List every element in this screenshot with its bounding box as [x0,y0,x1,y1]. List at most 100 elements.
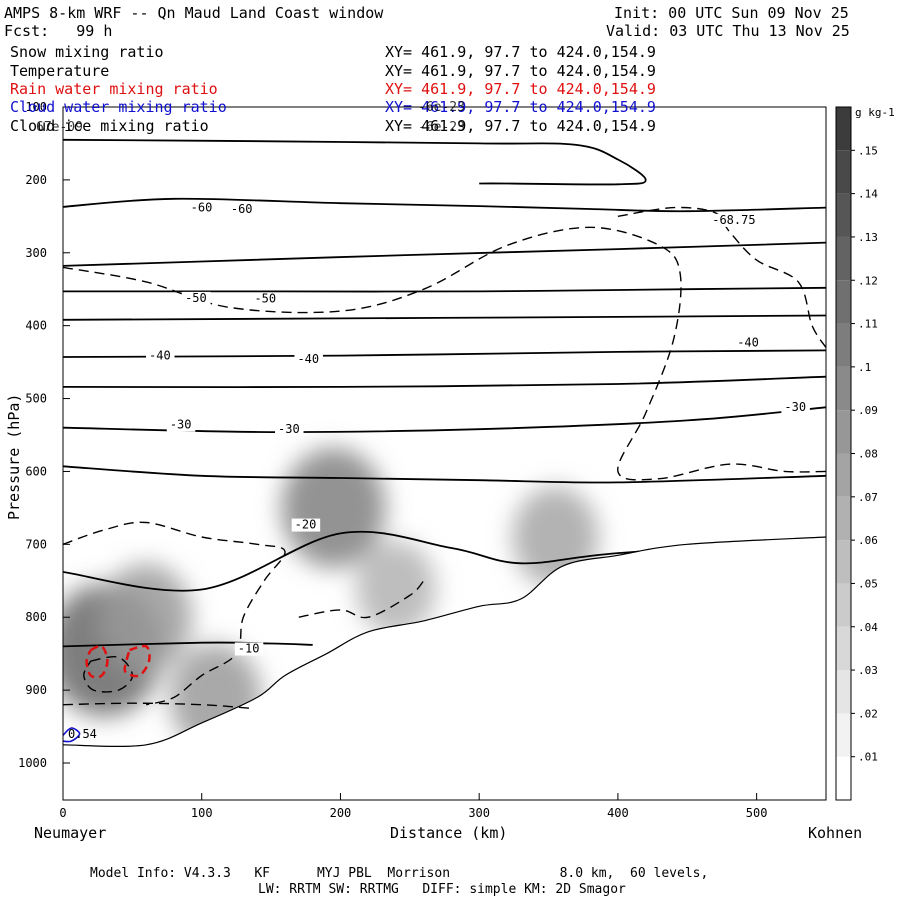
colorbar-level-6: .07 [858,491,878,504]
end-location-label: Kohnen [808,824,863,842]
temperature-label-bg-1 [227,202,257,216]
field-name-temperature: Temperature [10,62,110,80]
colorbar-swatch-2 [836,670,851,714]
colorbar-swatch-11 [836,280,851,324]
colorbar-swatch-15 [836,107,851,151]
valid-time: Valid: 03 UTC Thu 13 Nov 25 [606,22,850,40]
temperature-contours [63,138,826,648]
temperature-label-11: -20 [295,518,317,532]
colorbar-swatch-6 [836,496,851,541]
colorbar-level-3: .04 [858,621,878,634]
y-tick-label-200: 200 [25,173,47,187]
temperature-label-bg-11 [291,518,321,532]
model-info-line-2: LW: RRTM SW: RRTMG DIFF: simple KM: 2D S… [258,882,626,897]
colorbar-level-14: .15 [858,144,878,157]
colorbar-swatch-0 [836,756,851,800]
x-tick-label-0: 0 [59,806,66,820]
y-tick-label-1000: 1000 [18,756,47,770]
temperature-label-bg-5 [146,349,175,363]
colorbar-level-5: .06 [858,534,878,547]
temperature-label-bg-2 [709,213,761,227]
temperature-contour--55 [63,241,826,267]
colorbar-swatch-13 [836,193,851,237]
cloud-ice-contour-0 [63,226,826,481]
snow-region-1 [100,563,193,671]
cloud-ice-contour-4 [298,580,425,619]
colorbar-swatch-8 [836,410,851,454]
cloud-ice-contour-5 [63,702,251,709]
field-name-cloud-water: Cloud water mixing ratio [10,98,227,116]
temperature-contour--45 [63,314,826,321]
colorbar-level-9: .1 [858,361,871,374]
x-tick-label-500: 500 [746,806,768,820]
temperature-contour--35 [63,375,826,389]
rain-contour-1 [123,644,151,678]
forecast-hour: Fcst: 99 h [4,22,113,40]
overlap-label-2: -6e-23 [418,100,465,115]
axes: 0 100 200 300 400 500 100 200 300 400 500 600 700 800… [18,100,767,820]
field-name-snow: Snow mixing ratio [10,43,164,61]
colorbar-swatch-10 [836,323,851,367]
colorbar-level-7: .08 [858,448,878,461]
temperature-label-bg-8 [166,418,196,432]
colorbar-level-12: .13 [858,231,878,244]
overlap-label-3: -6e-23 [418,120,465,135]
colorbar-swatch-1 [836,713,851,757]
colorbar-level-0: .01 [858,751,878,764]
temperature-contour--60 [63,197,826,213]
colorbar-swatch-3 [836,626,851,671]
plot-frame [62,106,827,801]
contour-labels: -60 -60 -68.75 -50 -50 -40 -40 -40 -30 -30 -30 -20 -… [68,201,810,741]
temperature-contour--25 [63,465,826,484]
temperature-label-3: -50 [185,291,207,305]
y-tick-label-800: 800 [25,610,47,624]
colorbar-level-8: .09 [858,404,878,417]
colorbar-swatch-5 [836,540,851,584]
y-tick-label-600: 600 [25,464,47,478]
colorbar-swatch-12 [836,236,851,281]
colorbar-level-13: .14 [858,188,878,201]
y-tick-label-700: 700 [25,537,47,551]
colorbar-swatch-14 [836,150,851,194]
y-tick-label-300: 300 [25,246,47,260]
snow-region-3 [355,540,436,636]
temperature-contour--40 [63,349,826,358]
temperature-label-8: -30 [170,418,192,432]
temperature-label-bg-6 [294,353,323,367]
temperature-label-bg-4 [251,292,280,306]
temperature-label-bg-12 [234,642,264,656]
colorbar-level-10: .11 [858,318,878,331]
field-xy-snow: XY= 461.9, 97.7 to 424.0,154.9 [385,43,656,61]
colorbar-level-2: .03 [858,664,878,677]
temperature-label-9: -30 [278,422,300,436]
cloud-ice-contour-3 [83,656,134,693]
temperature-label-6: -40 [297,352,319,366]
colorbar-level-4: .05 [858,577,878,590]
y-tick-label-500: 500 [25,392,47,406]
temperature-label-0: -60 [191,201,213,215]
terrain-fill [63,537,826,800]
temperature-label-1: -60 [231,202,253,216]
colorbar-swatch-7 [836,453,851,497]
colorbar-unit: g kg-1 [855,106,895,119]
x-tick-label-400: 400 [607,806,629,820]
field-xy-cloud-ice: XY= 461.9, 97.7 to 424.0,154.9 [385,117,656,135]
rain-annotation: 0.54 [68,727,97,741]
rain-contour-0 [85,644,109,679]
temperature-label-bg-0 [187,201,217,215]
colorbar-swatch-9 [836,366,851,411]
temperature-label-7: -40 [737,335,759,349]
y-tick-label-900: 900 [25,683,47,697]
colorbar-swatch-4 [836,583,851,627]
y-axis-label: Pressure (hPa) [5,393,23,520]
chart-title: AMPS 8-km WRF -- Qn Maud Land Coast wind… [4,4,384,22]
temperature-label-4: -50 [254,292,276,306]
model-info-line-1: Model Info: V4.3.3 KF MYJ PBL Morrison 8… [90,866,709,881]
start-location-label: Neumayer [34,824,107,842]
temperature-contour-top [63,138,647,186]
field-xy-rain: XY= 461.9, 97.7 to 424.0,154.9 [385,80,656,98]
y-tick-label-100: 100 [25,100,47,114]
temperature-contour--50 [63,286,826,293]
temperature-label-bg-3 [182,291,211,305]
